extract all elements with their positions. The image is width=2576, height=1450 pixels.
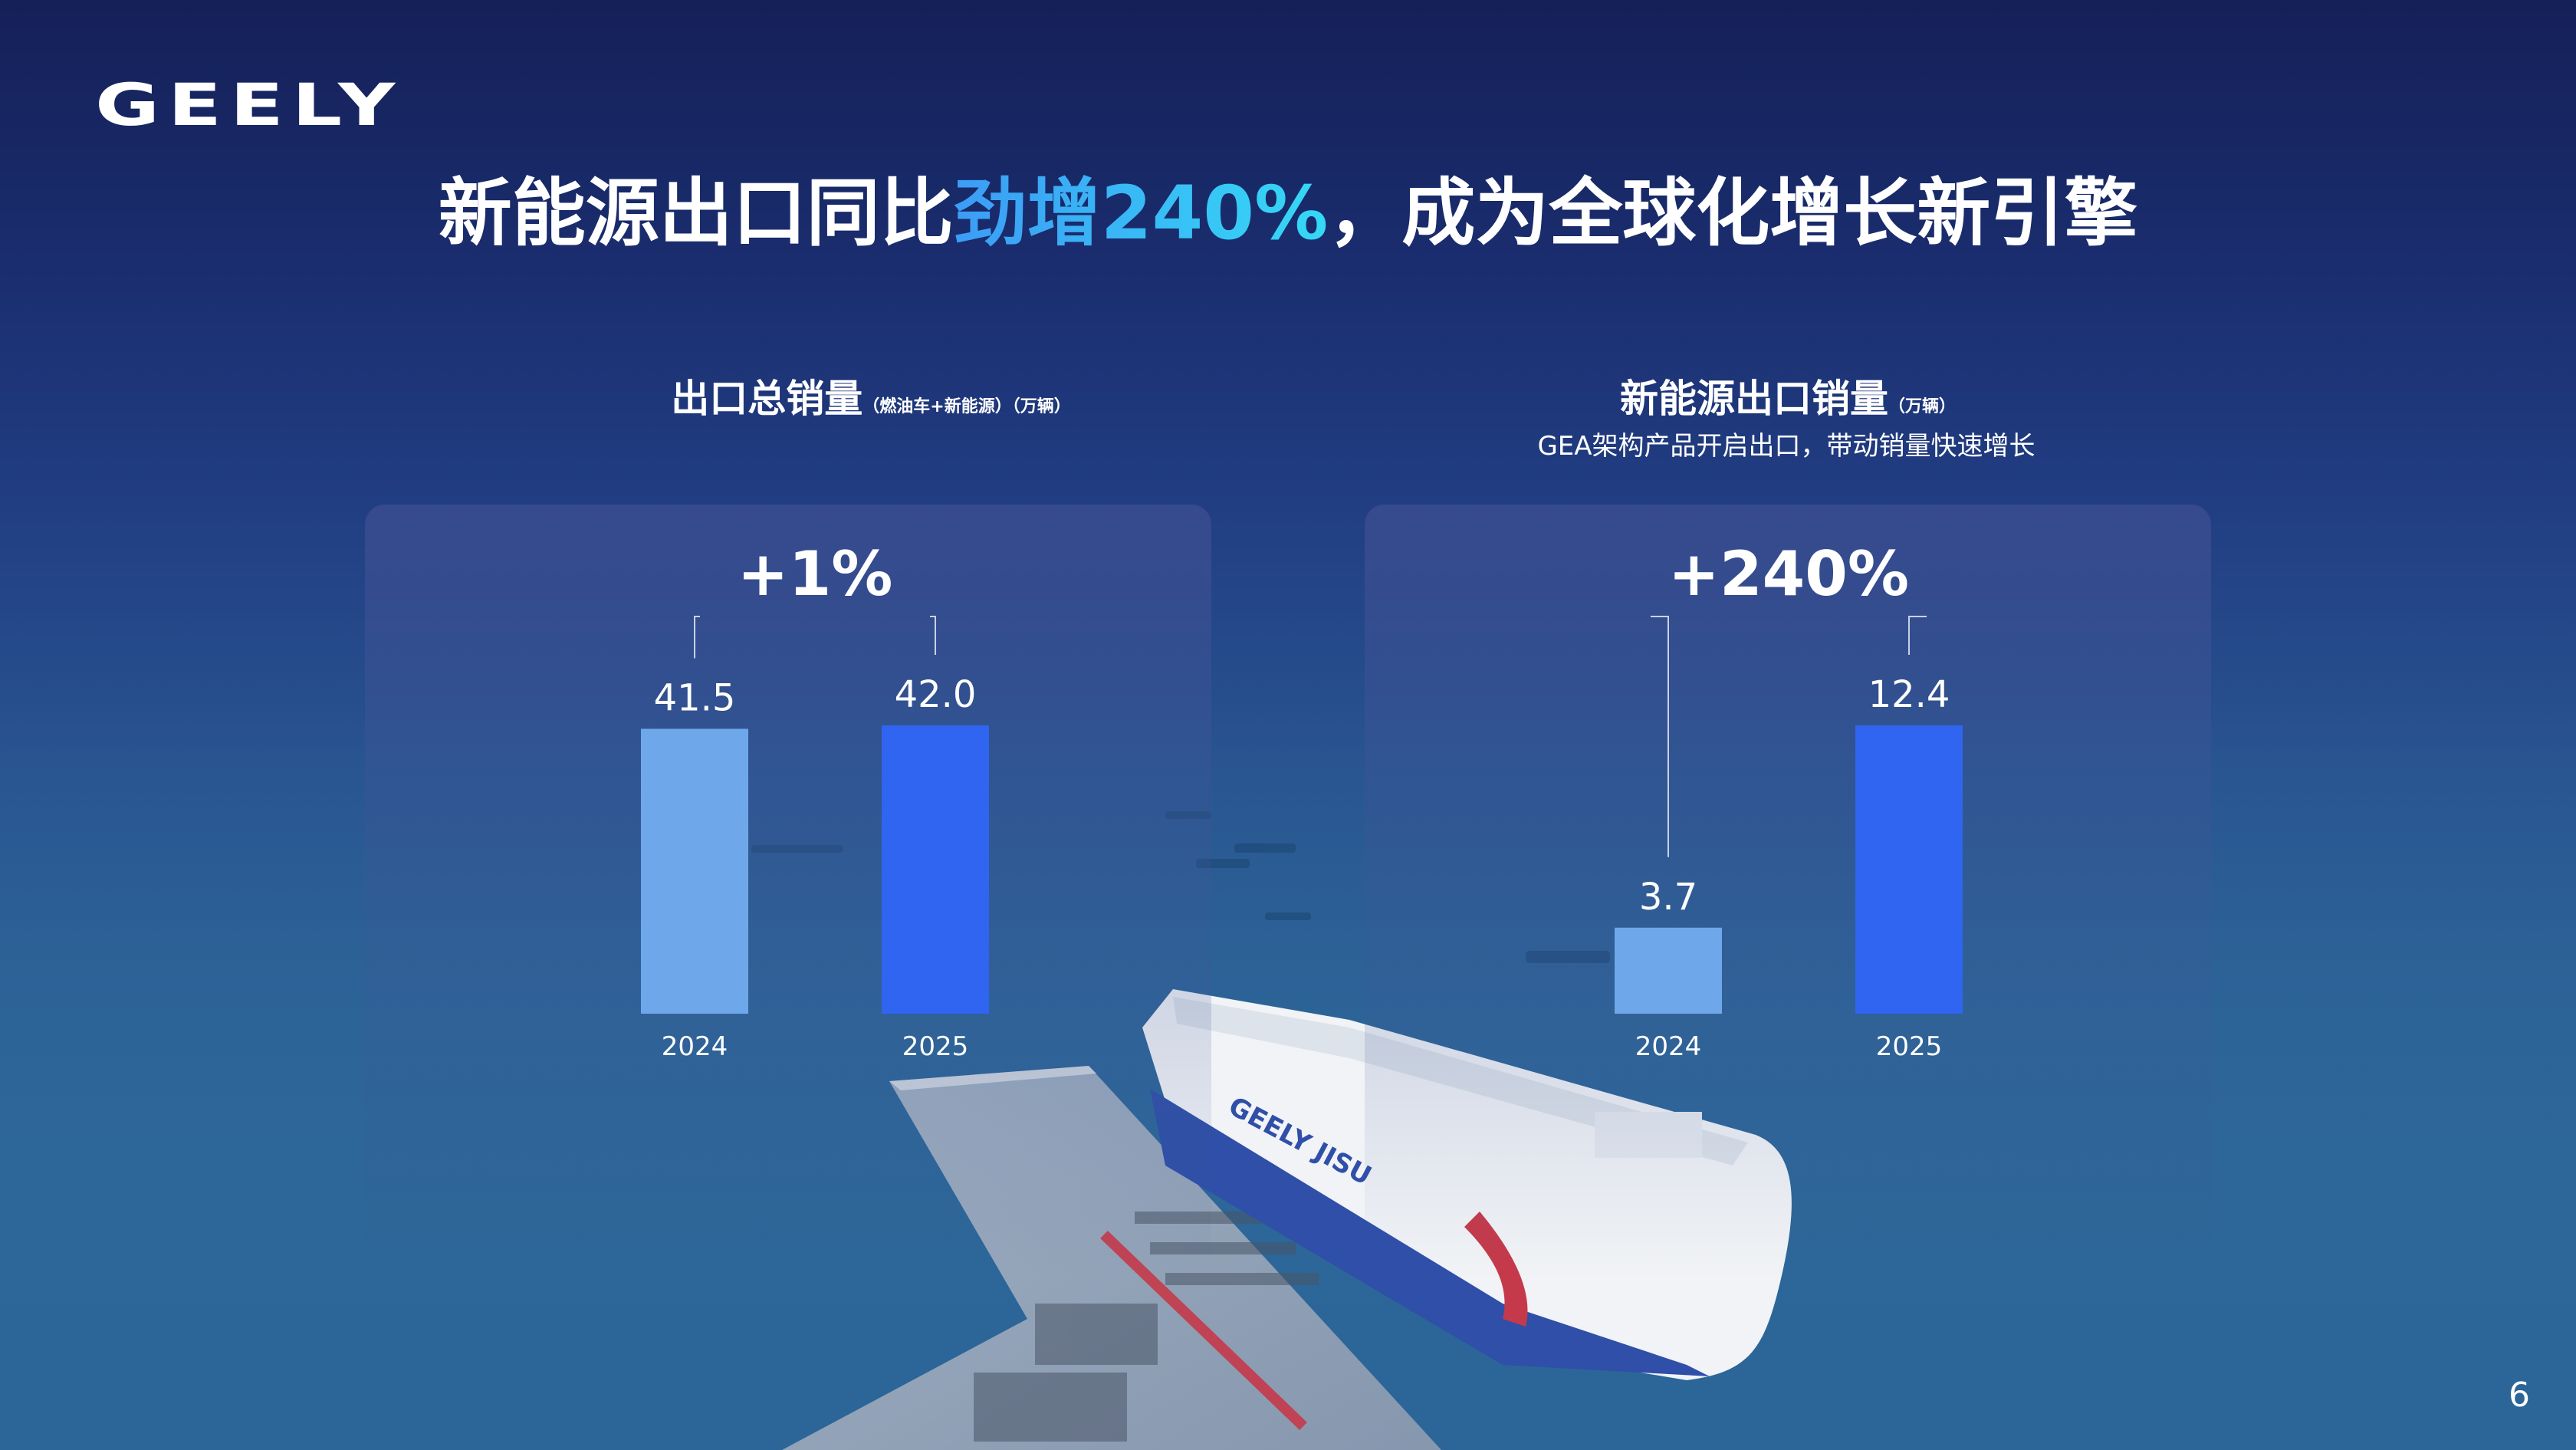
bar-2024 bbox=[1615, 927, 1722, 1014]
data-label-2024: 41.5 bbox=[654, 676, 736, 719]
headline-highlight: 劲增240% bbox=[953, 170, 1329, 256]
tick-label-2025: 2025 bbox=[902, 1031, 969, 1062]
geely-logo: GEELY bbox=[95, 71, 404, 139]
growth-bracket-left bbox=[694, 616, 700, 659]
data-label-2024: 3.7 bbox=[1639, 876, 1697, 919]
data-label-2025: 42.0 bbox=[895, 673, 977, 716]
chart-title-unit: （燃油车+新能源）（万辆） bbox=[863, 397, 1071, 416]
chart-title-total-exports: 出口总销量（燃油车+新能源）（万辆） bbox=[448, 368, 1294, 423]
growth-bracket-right bbox=[930, 616, 936, 655]
growth-bracket-right bbox=[1908, 616, 1927, 655]
data-label-2025: 12.4 bbox=[1868, 673, 1950, 716]
headline: 新能源出口同比劲增240%，成为全球化增长新引擎 bbox=[0, 153, 2576, 260]
chart-title-main: 出口总销量 bbox=[671, 376, 863, 421]
headline-post: ，成为全球化增长新引擎 bbox=[1328, 170, 2138, 256]
chart-panel-nev bbox=[1365, 505, 2211, 1279]
chart-title-main: 新能源出口销量 bbox=[1619, 376, 1888, 421]
chart-panel-total bbox=[365, 505, 1211, 1279]
bar-2024 bbox=[641, 728, 748, 1014]
growth-label: +240% bbox=[1668, 538, 1909, 610]
bar-2025 bbox=[1855, 725, 1963, 1014]
bar-2025 bbox=[882, 725, 989, 1014]
chart-title-unit: （万辆） bbox=[1888, 397, 1956, 416]
growth-label: +1% bbox=[738, 538, 893, 610]
chart-subtitle-nev: GEA架构产品开启出口，带动销量快速增长 bbox=[1537, 431, 2036, 462]
tick-label-2024: 2024 bbox=[662, 1031, 728, 1062]
headline-pre: 新能源出口同比 bbox=[438, 170, 954, 256]
tick-label-2024: 2024 bbox=[1635, 1031, 1702, 1062]
growth-bracket-left bbox=[1651, 616, 1669, 857]
tick-label-2025: 2025 bbox=[1876, 1031, 1943, 1062]
page-number: 6 bbox=[2509, 1376, 2530, 1415]
chart-title-nev-exports: 新能源出口销量（万辆） bbox=[1365, 368, 2211, 423]
